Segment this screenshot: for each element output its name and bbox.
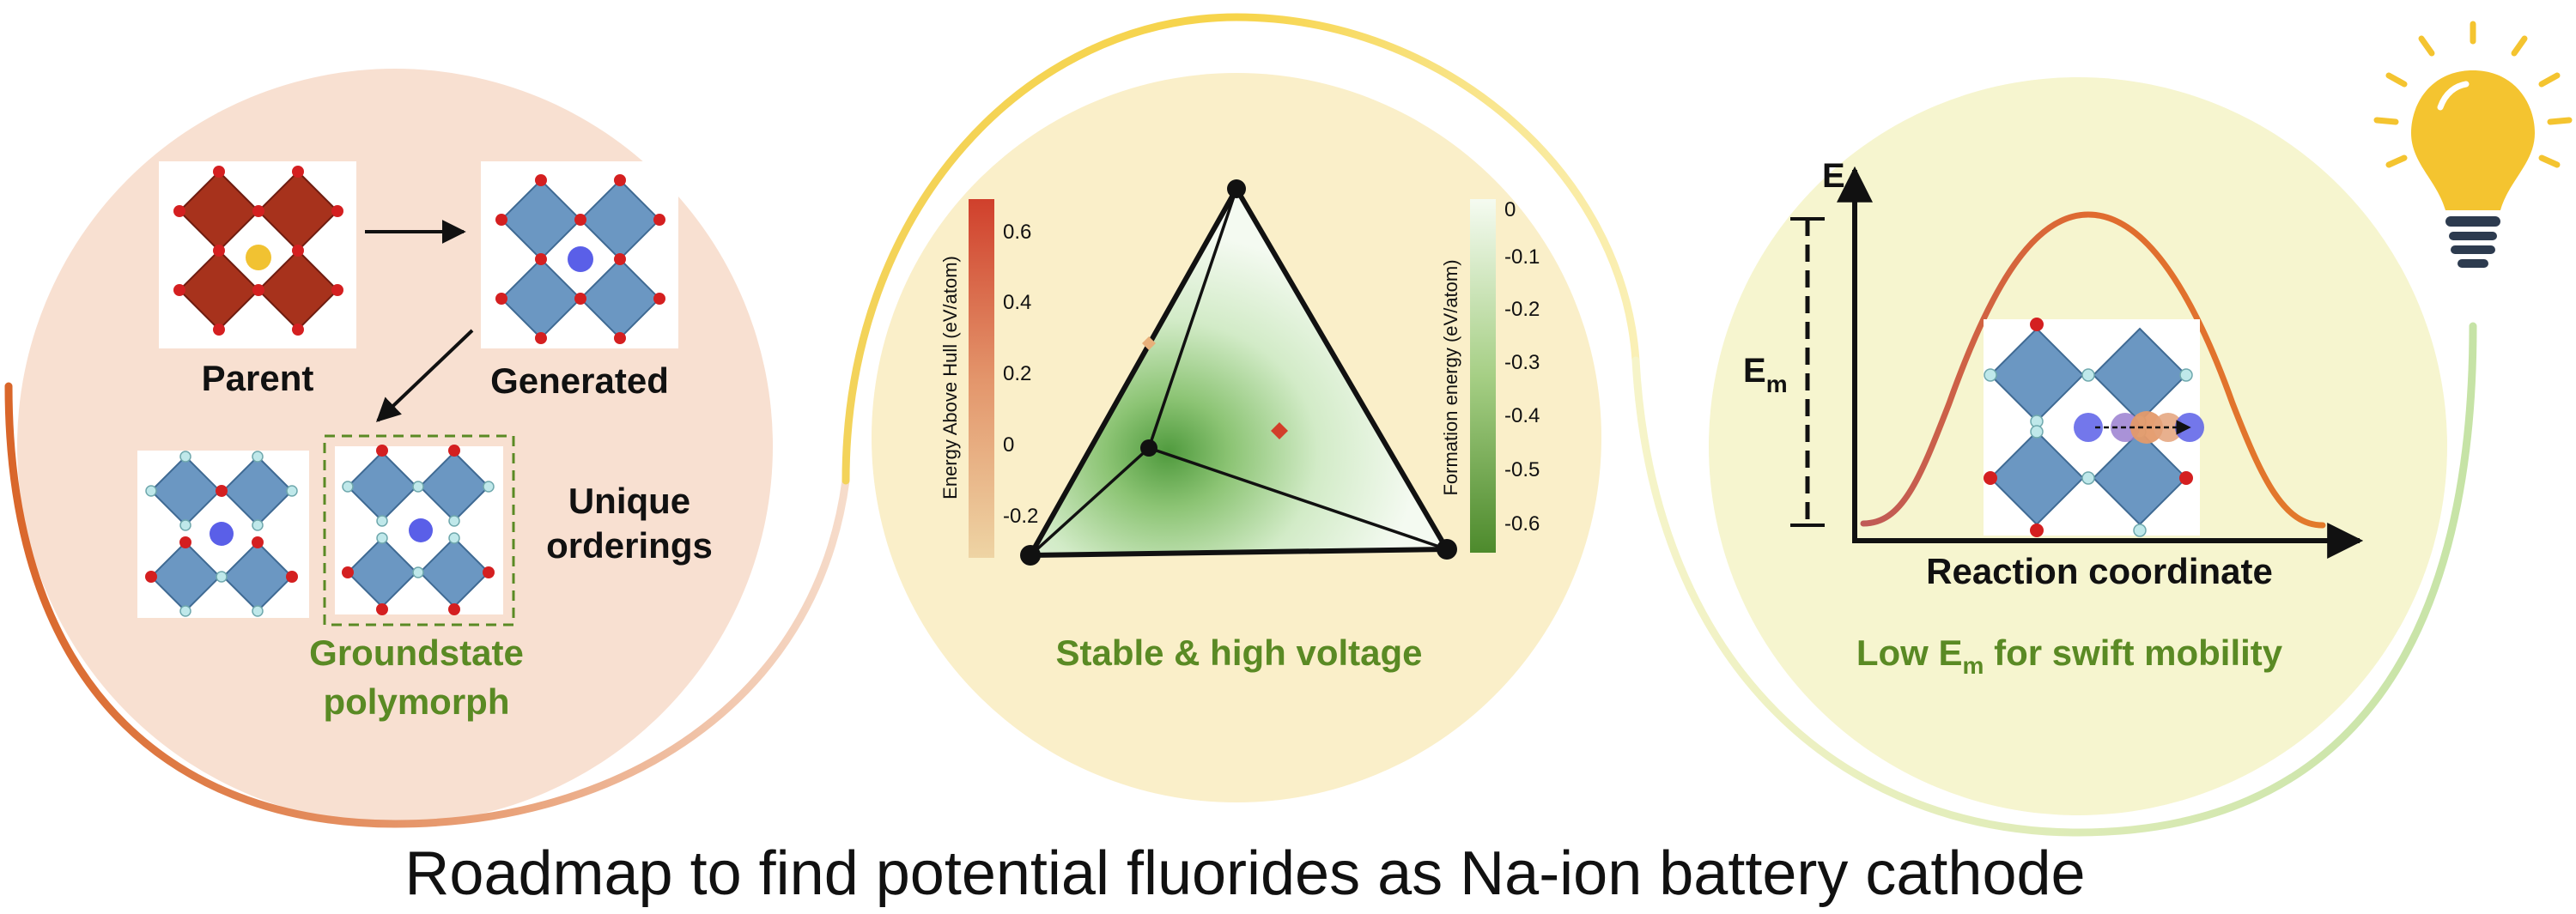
parent-label: Parent (202, 358, 314, 398)
energy-axis-label: E (1822, 157, 1845, 195)
colorbar-right-tick: 0 (1504, 198, 1516, 221)
colorbar-right-ticks: 0 -0.1 -0.2 -0.3 -0.4 -0.5 -0.6 (1504, 198, 1540, 536)
roadmap-arc-right (1631, 322, 2477, 837)
generated-label: Generated (490, 360, 669, 401)
parent-structure (159, 161, 356, 348)
barrier-height-label: Em (1743, 352, 1788, 397)
ternary-triangle-fill (1030, 189, 1447, 555)
stable-phase-vertex-left (1020, 545, 1041, 566)
roadmap-arc-left (4, 382, 850, 828)
parent-ion (246, 245, 271, 270)
lightbulb-icon (2373, 21, 2573, 268)
migrating-ion-start (2074, 413, 2103, 442)
ternary-phase-diagram (1020, 179, 1457, 566)
colorbar-left-tick: 0 (1003, 433, 1014, 457)
colorbar-right-label: Formation energy (eV/atom) (1440, 259, 1461, 495)
colorbar-right-tick: -0.6 (1504, 512, 1540, 536)
barrier-height-main: E (1743, 352, 1766, 390)
colorbar-left-tick: -0.2 (1003, 505, 1038, 528)
colorbar-left-ticks: 0.6 0.4 0.2 0 -0.2 (1003, 221, 1038, 528)
tie-line (1148, 446, 1448, 551)
stable-phase-vertex-right (1437, 539, 1457, 560)
ordering-structure-1 (137, 451, 309, 618)
stable-phase-interior (1140, 439, 1157, 457)
colorbar-right-tick: -0.3 (1504, 351, 1540, 374)
candidate-phase-marker (1271, 422, 1288, 439)
unstable-phase-marker (1142, 336, 1156, 350)
colorbar-left-tick: 0.6 (1003, 221, 1031, 244)
colorbar-right-tick: -0.5 (1504, 458, 1540, 481)
roadmap-arc-middle (841, 13, 1640, 485)
colorbar-left-tick: 0.4 (1003, 291, 1031, 314)
figure-title: Roadmap to find potential fluorides as N… (404, 839, 2085, 908)
stable-voltage-caption: Stable & high voltage (1055, 633, 1422, 673)
colorbar-right-tick: -0.4 (1504, 404, 1540, 427)
barrier-height-sub: m (1766, 371, 1788, 397)
colorbar-right-tick: -0.2 (1504, 298, 1540, 321)
ternary-triangle-outline (1028, 186, 1449, 558)
mobility-caption-sub: m (1963, 652, 1984, 679)
unique-orderings-line1: Unique (568, 481, 690, 521)
colorbar-left-label: Energy Above Hull (eV/atom) (939, 256, 961, 499)
migration-structure (1984, 318, 2204, 537)
energy-barrier-curve (1860, 211, 2326, 529)
colorbar-left-tick: 0.2 (1003, 362, 1031, 385)
arrow-generated-to-orderings (375, 329, 474, 422)
tie-line (1029, 446, 1151, 557)
stable-phase-vertex-top (1227, 179, 1246, 198)
reaction-axis-label: Reaction coordinate (1926, 551, 2273, 591)
generated-sodium-ion (568, 246, 593, 272)
mobility-caption-pre: Low E (1856, 633, 1963, 673)
colorbar-energy-above-hull (969, 199, 994, 558)
mobility-caption: Low Em for swift mobility (1856, 633, 2283, 679)
groundstate-caption-line1: Groundstate (309, 633, 524, 673)
groundstate-structure (323, 434, 515, 626)
unique-orderings-line2: orderings (546, 525, 713, 566)
tie-line (1147, 188, 1238, 449)
groundstate-caption-line2: polymorph (324, 681, 510, 722)
colorbar-formation-energy (1470, 199, 1496, 553)
mobility-caption-post: for swift mobility (1984, 633, 2282, 673)
colorbar-right-tick: -0.1 (1504, 245, 1540, 269)
generated-structure (481, 161, 678, 348)
